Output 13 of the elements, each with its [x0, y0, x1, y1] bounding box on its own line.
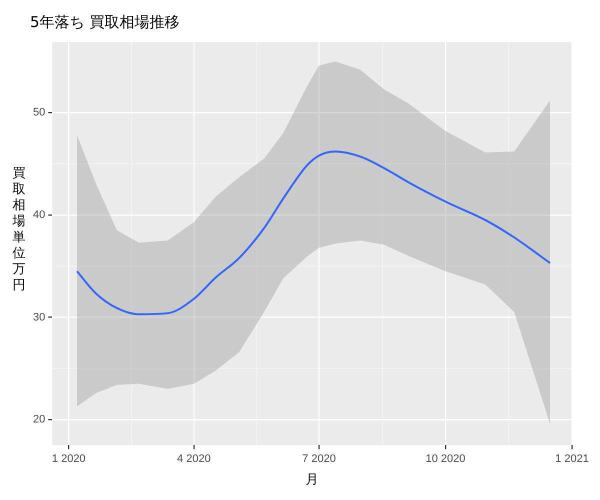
x-axis-title: 月 [306, 472, 319, 488]
x-tick-label: 1 2020 [52, 452, 86, 465]
y-tick-label: 40 [32, 208, 46, 221]
chart-title: 5年落ち 買取相場推移 [30, 12, 180, 31]
line-series [76, 150, 551, 316]
x-tick-label: 7 2020 [302, 452, 336, 465]
y-tick-label: 30 [32, 311, 46, 324]
x-tick-label: 10 2020 [426, 452, 466, 465]
x-tick-label: 1 2021 [555, 452, 589, 465]
y-tick-label: 50 [32, 106, 46, 119]
x-tick-label: 4 2020 [177, 452, 211, 465]
y-tick-label: 20 [32, 414, 46, 426]
y-axis-title: 買取相場単位万円 [12, 166, 26, 294]
